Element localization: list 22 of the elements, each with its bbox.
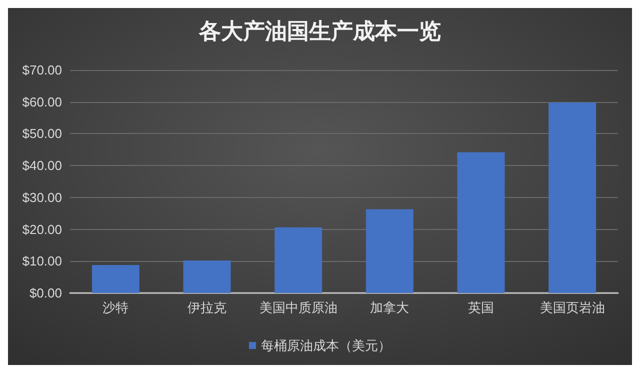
bar (366, 209, 414, 293)
y-tick-label: $20.00 (22, 222, 62, 237)
legend-label: 每桶原油成本（美元） (261, 338, 391, 353)
bar (274, 227, 322, 293)
y-tick-label: $40.00 (22, 158, 62, 174)
y-tick-label: $50.00 (22, 126, 62, 142)
y-tick-label: $0.00 (29, 286, 62, 300)
bar (183, 260, 231, 293)
y-tick-label: $70.00 (22, 62, 62, 78)
y-tick-label: $60.00 (22, 94, 62, 110)
bar (457, 152, 505, 293)
x-tick-label: 英国 (468, 300, 494, 315)
x-tick-label: 美国页岩油 (540, 300, 605, 315)
x-tick-label: 加拿大 (370, 300, 410, 315)
y-tick-label: $30.00 (22, 190, 62, 205)
x-tick-label: 沙特 (102, 300, 129, 315)
bar (92, 264, 140, 293)
chart-title: 各大产油国生产成本一览 (198, 18, 441, 44)
bar (548, 102, 596, 293)
x-tick-label: 伊拉克 (188, 300, 226, 315)
y-tick-label: $10.00 (22, 254, 62, 269)
x-tick-label: 美国中质原油 (259, 300, 338, 315)
